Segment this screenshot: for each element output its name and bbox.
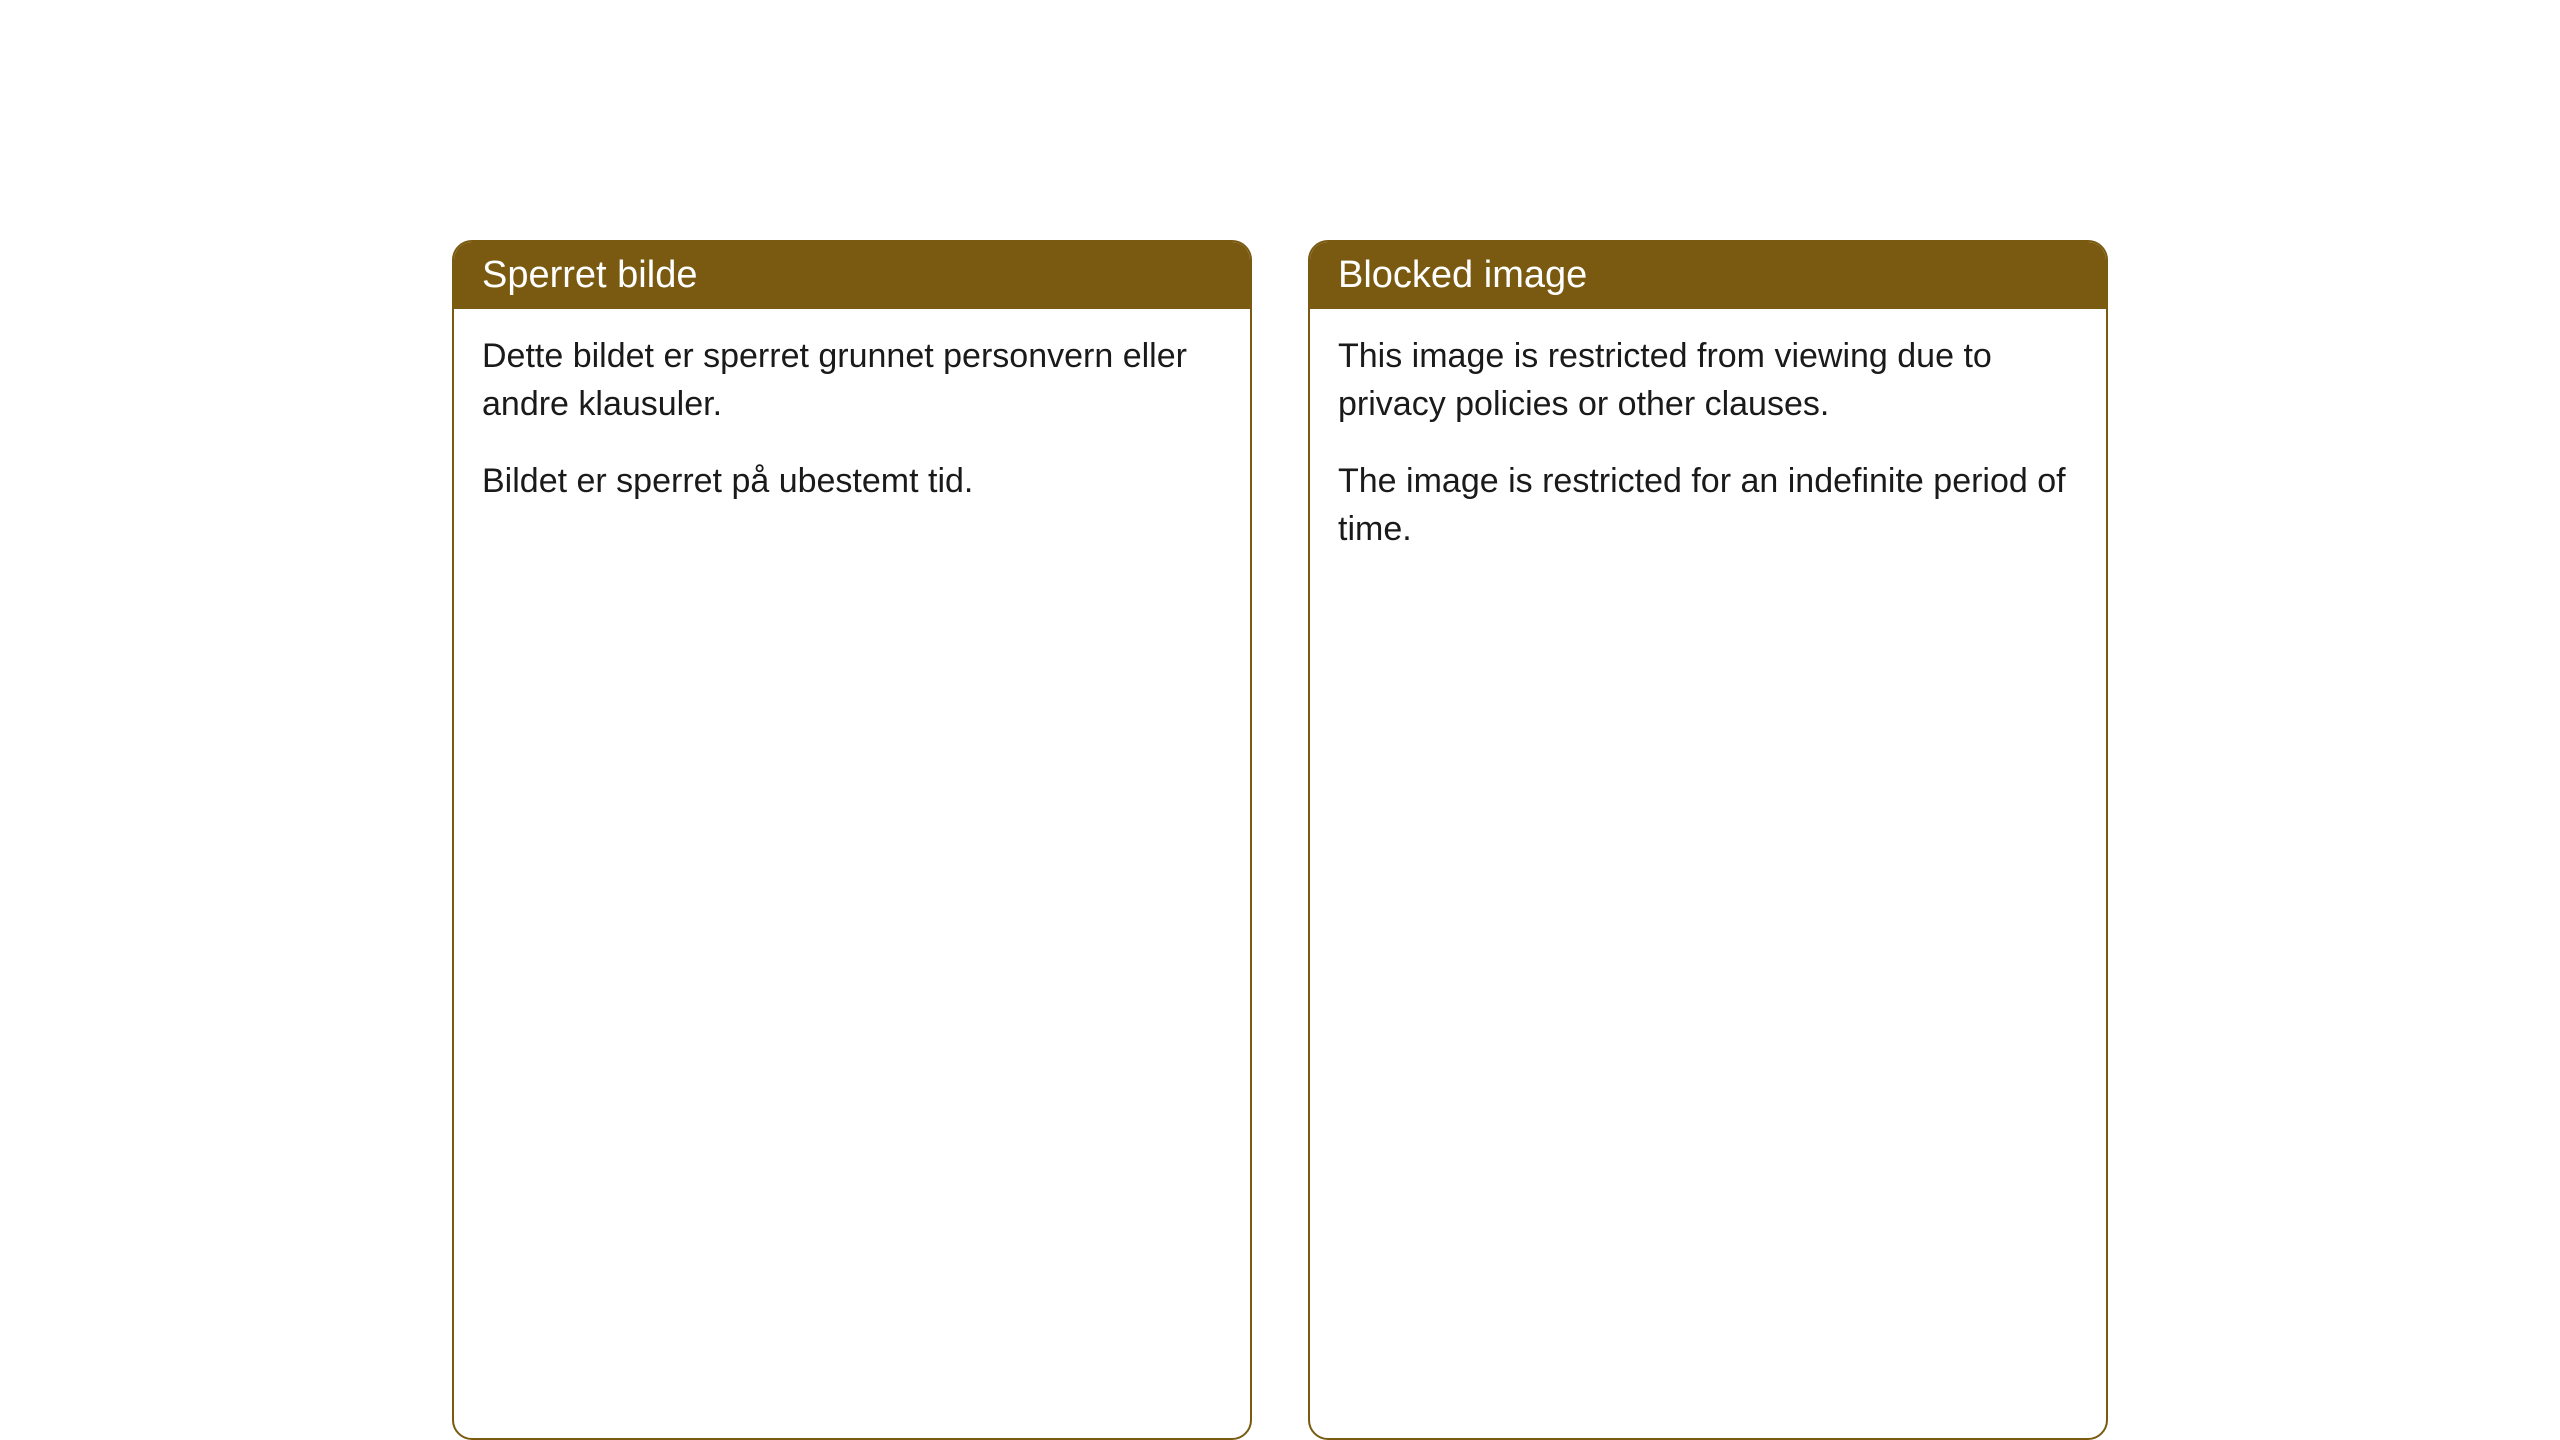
- card-paragraph-no-1: Dette bildet er sperret grunnet personve…: [482, 333, 1222, 428]
- card-header-en: Blocked image: [1310, 242, 2106, 309]
- card-body-en: This image is restricted from viewing du…: [1310, 309, 2106, 589]
- card-paragraph-en-1: This image is restricted from viewing du…: [1338, 333, 2078, 428]
- card-header-no: Sperret bilde: [454, 242, 1250, 309]
- card-paragraph-en-2: The image is restricted for an indefinit…: [1338, 458, 2078, 553]
- notice-cards-container: Sperret bilde Dette bildet er sperret gr…: [452, 240, 2108, 1440]
- card-paragraph-no-2: Bildet er sperret på ubestemt tid.: [482, 458, 1222, 506]
- blocked-image-card-en: Blocked image This image is restricted f…: [1308, 240, 2108, 1440]
- blocked-image-card-no: Sperret bilde Dette bildet er sperret gr…: [452, 240, 1252, 1440]
- card-body-no: Dette bildet er sperret grunnet personve…: [454, 309, 1250, 542]
